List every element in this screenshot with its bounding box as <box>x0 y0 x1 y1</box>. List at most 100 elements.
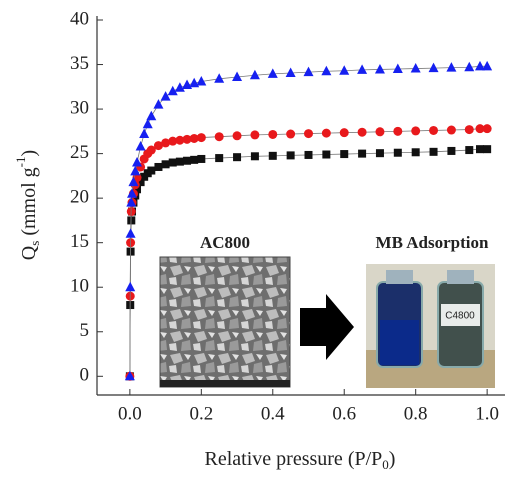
data-point <box>428 62 439 73</box>
inset-title: MB Adsorption <box>376 233 489 252</box>
data-point <box>146 145 156 155</box>
data-point <box>161 138 171 148</box>
data-point <box>475 145 484 154</box>
data-point <box>183 156 192 165</box>
data-point <box>393 126 403 136</box>
data-point <box>249 69 260 80</box>
x-tick-label: 0.6 <box>332 403 356 424</box>
data-point <box>214 132 224 142</box>
data-point <box>303 66 314 77</box>
data-point <box>475 124 485 134</box>
x-tick-label: 0.4 <box>261 403 285 424</box>
data-point <box>146 110 157 121</box>
data-point <box>286 129 296 139</box>
data-point <box>147 166 156 175</box>
data-point <box>233 153 242 162</box>
data-point <box>411 126 421 136</box>
inset-photo: C4800 <box>366 264 495 388</box>
data-point <box>127 188 138 198</box>
data-point <box>410 63 421 73</box>
data-point <box>182 134 192 144</box>
data-point <box>322 150 331 159</box>
x-tick-label: 0.8 <box>404 403 428 424</box>
data-point <box>465 146 474 155</box>
data-point <box>357 127 367 137</box>
data-point <box>135 140 146 151</box>
data-point <box>132 157 143 167</box>
data-point <box>160 91 171 101</box>
y-tick-label: 20 <box>70 187 89 208</box>
data-point <box>304 150 313 159</box>
data-point <box>340 150 349 159</box>
x-tick-label: 1.0 <box>475 403 499 424</box>
data-point <box>128 176 139 187</box>
data-point <box>175 157 184 166</box>
data-point <box>411 148 420 157</box>
data-point <box>168 136 178 146</box>
y-tick-label: 35 <box>70 53 89 74</box>
data-point <box>268 151 277 160</box>
data-point <box>268 129 278 139</box>
data-point <box>232 131 242 141</box>
x-tick-label: 0.2 <box>189 403 213 424</box>
data-point <box>321 65 332 76</box>
data-point <box>190 155 199 164</box>
data-point <box>339 128 349 138</box>
data-point <box>125 228 136 238</box>
data-point <box>321 128 331 138</box>
data-point <box>267 68 278 78</box>
data-point <box>175 135 185 145</box>
inset-sem <box>159 256 291 388</box>
data-point <box>482 60 493 71</box>
data-point <box>482 124 492 134</box>
data-point <box>215 154 224 163</box>
data-point <box>196 75 207 86</box>
data-point <box>285 67 296 78</box>
data-point <box>139 128 150 139</box>
data-point <box>483 145 492 154</box>
data-point <box>196 133 206 143</box>
data-point <box>214 73 225 83</box>
vial-label: C4800 <box>445 311 475 322</box>
data-point <box>339 65 350 75</box>
data-point <box>189 133 199 143</box>
data-point <box>375 127 385 137</box>
y-tick-label: 25 <box>70 142 89 163</box>
data-point <box>124 370 135 381</box>
data-point <box>464 125 474 135</box>
data-point <box>197 154 206 163</box>
data-point <box>446 125 456 135</box>
data-point <box>250 130 260 140</box>
data-point <box>154 162 163 171</box>
data-point <box>286 151 295 160</box>
x-axis-label: Relative pressure (P/P0) <box>205 448 396 472</box>
data-point <box>429 147 438 156</box>
data-point <box>358 149 367 158</box>
data-point <box>447 146 456 155</box>
x-tick-label: 0.0 <box>118 403 142 424</box>
y-tick-label: 40 <box>70 8 89 29</box>
data-point <box>392 63 403 73</box>
data-point <box>375 149 384 158</box>
data-point <box>125 281 136 292</box>
y-axis-label: Qs (mmol g-1) <box>13 150 42 260</box>
inset-arrow <box>300 294 354 360</box>
data-point <box>142 118 153 129</box>
data-point <box>474 60 485 71</box>
y-tick-label: 30 <box>70 97 89 118</box>
data-point <box>126 197 137 207</box>
data-point <box>357 64 368 74</box>
y-tick-label: 15 <box>70 231 89 252</box>
y-tick-label: 10 <box>70 276 89 297</box>
data-point <box>174 82 185 92</box>
data-point <box>168 158 177 167</box>
data-point <box>232 71 243 82</box>
data-point <box>429 125 439 135</box>
data-point <box>133 185 142 194</box>
data-point <box>374 63 385 74</box>
data-point <box>446 62 457 72</box>
y-tick-label: 5 <box>80 320 90 341</box>
data-point <box>153 141 163 151</box>
data-point <box>393 148 402 157</box>
data-point <box>130 165 141 176</box>
